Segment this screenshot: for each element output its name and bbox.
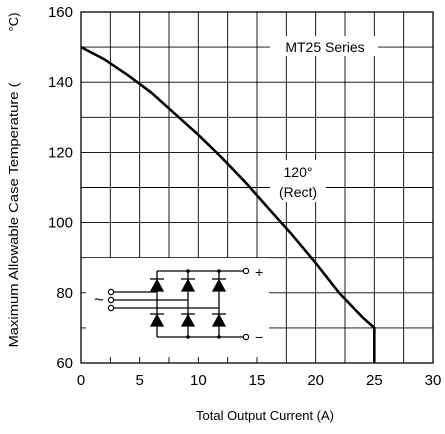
x-tick-labels: 0 5 10 15 20 25 30 <box>77 372 442 389</box>
y-axis-title: Maximum Allowable Case Temperature ( <box>6 82 21 348</box>
plot-frame <box>80 11 434 364</box>
x-tick-label: 0 <box>77 372 85 389</box>
series-line <box>80 45 376 363</box>
series-layer <box>80 45 376 363</box>
y-tick-label: 160 <box>48 4 73 21</box>
curve-label-bg <box>270 160 326 202</box>
plus-terminal-label: + <box>255 264 263 280</box>
x-tick-label: 5 <box>135 372 143 389</box>
x-tick-label: 10 <box>190 372 207 389</box>
curve-label-angle: 120° <box>284 164 313 180</box>
series-label-bg <box>270 36 378 56</box>
y-tick-labels: 60 80 100 120 140 160 <box>48 4 73 372</box>
x-tick-label: 15 <box>249 372 266 389</box>
y-tick-label: 100 <box>48 215 73 232</box>
series-label: MT25 Series <box>285 39 364 55</box>
curve-label-type: (Rect) <box>279 184 317 200</box>
y-tick-label: 120 <box>48 144 73 161</box>
x-axis-title: Total Output Current (A) <box>196 408 334 423</box>
bridge-rectifier-schematic <box>86 258 269 357</box>
y-tick-label: 60 <box>56 355 73 372</box>
x-tick-label: 30 <box>425 372 442 389</box>
y-tick-label: 80 <box>56 285 73 302</box>
x-tick-label: 25 <box>366 372 383 389</box>
y-axis-unit: °C) <box>6 13 21 32</box>
x-tick-label: 20 <box>307 372 324 389</box>
ac-input-symbol: ~ <box>94 290 104 309</box>
minus-terminal-label: − <box>255 329 263 345</box>
y-tick-label: 140 <box>48 74 73 91</box>
